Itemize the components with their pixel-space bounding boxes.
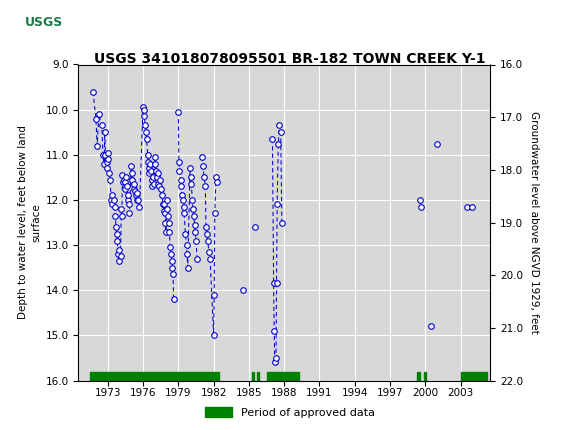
Bar [423, 372, 426, 381]
Bar [461, 372, 487, 381]
Legend: Period of approved data: Period of approved data [200, 403, 380, 422]
Bar [90, 372, 219, 381]
Bar [416, 372, 420, 381]
Bar [267, 372, 299, 381]
Y-axis label: Groundwater level above NGVD 1929, feet: Groundwater level above NGVD 1929, feet [528, 111, 538, 334]
Bar [256, 372, 259, 381]
Text: USGS 341018078095501 BR-182 TOWN CREEK Y-1: USGS 341018078095501 BR-182 TOWN CREEK Y… [94, 52, 486, 66]
FancyBboxPatch shape [6, 3, 81, 42]
Y-axis label: Depth to water level, feet below land
surface: Depth to water level, feet below land su… [18, 126, 41, 319]
Bar [252, 372, 254, 381]
Text: USGS: USGS [24, 16, 63, 29]
